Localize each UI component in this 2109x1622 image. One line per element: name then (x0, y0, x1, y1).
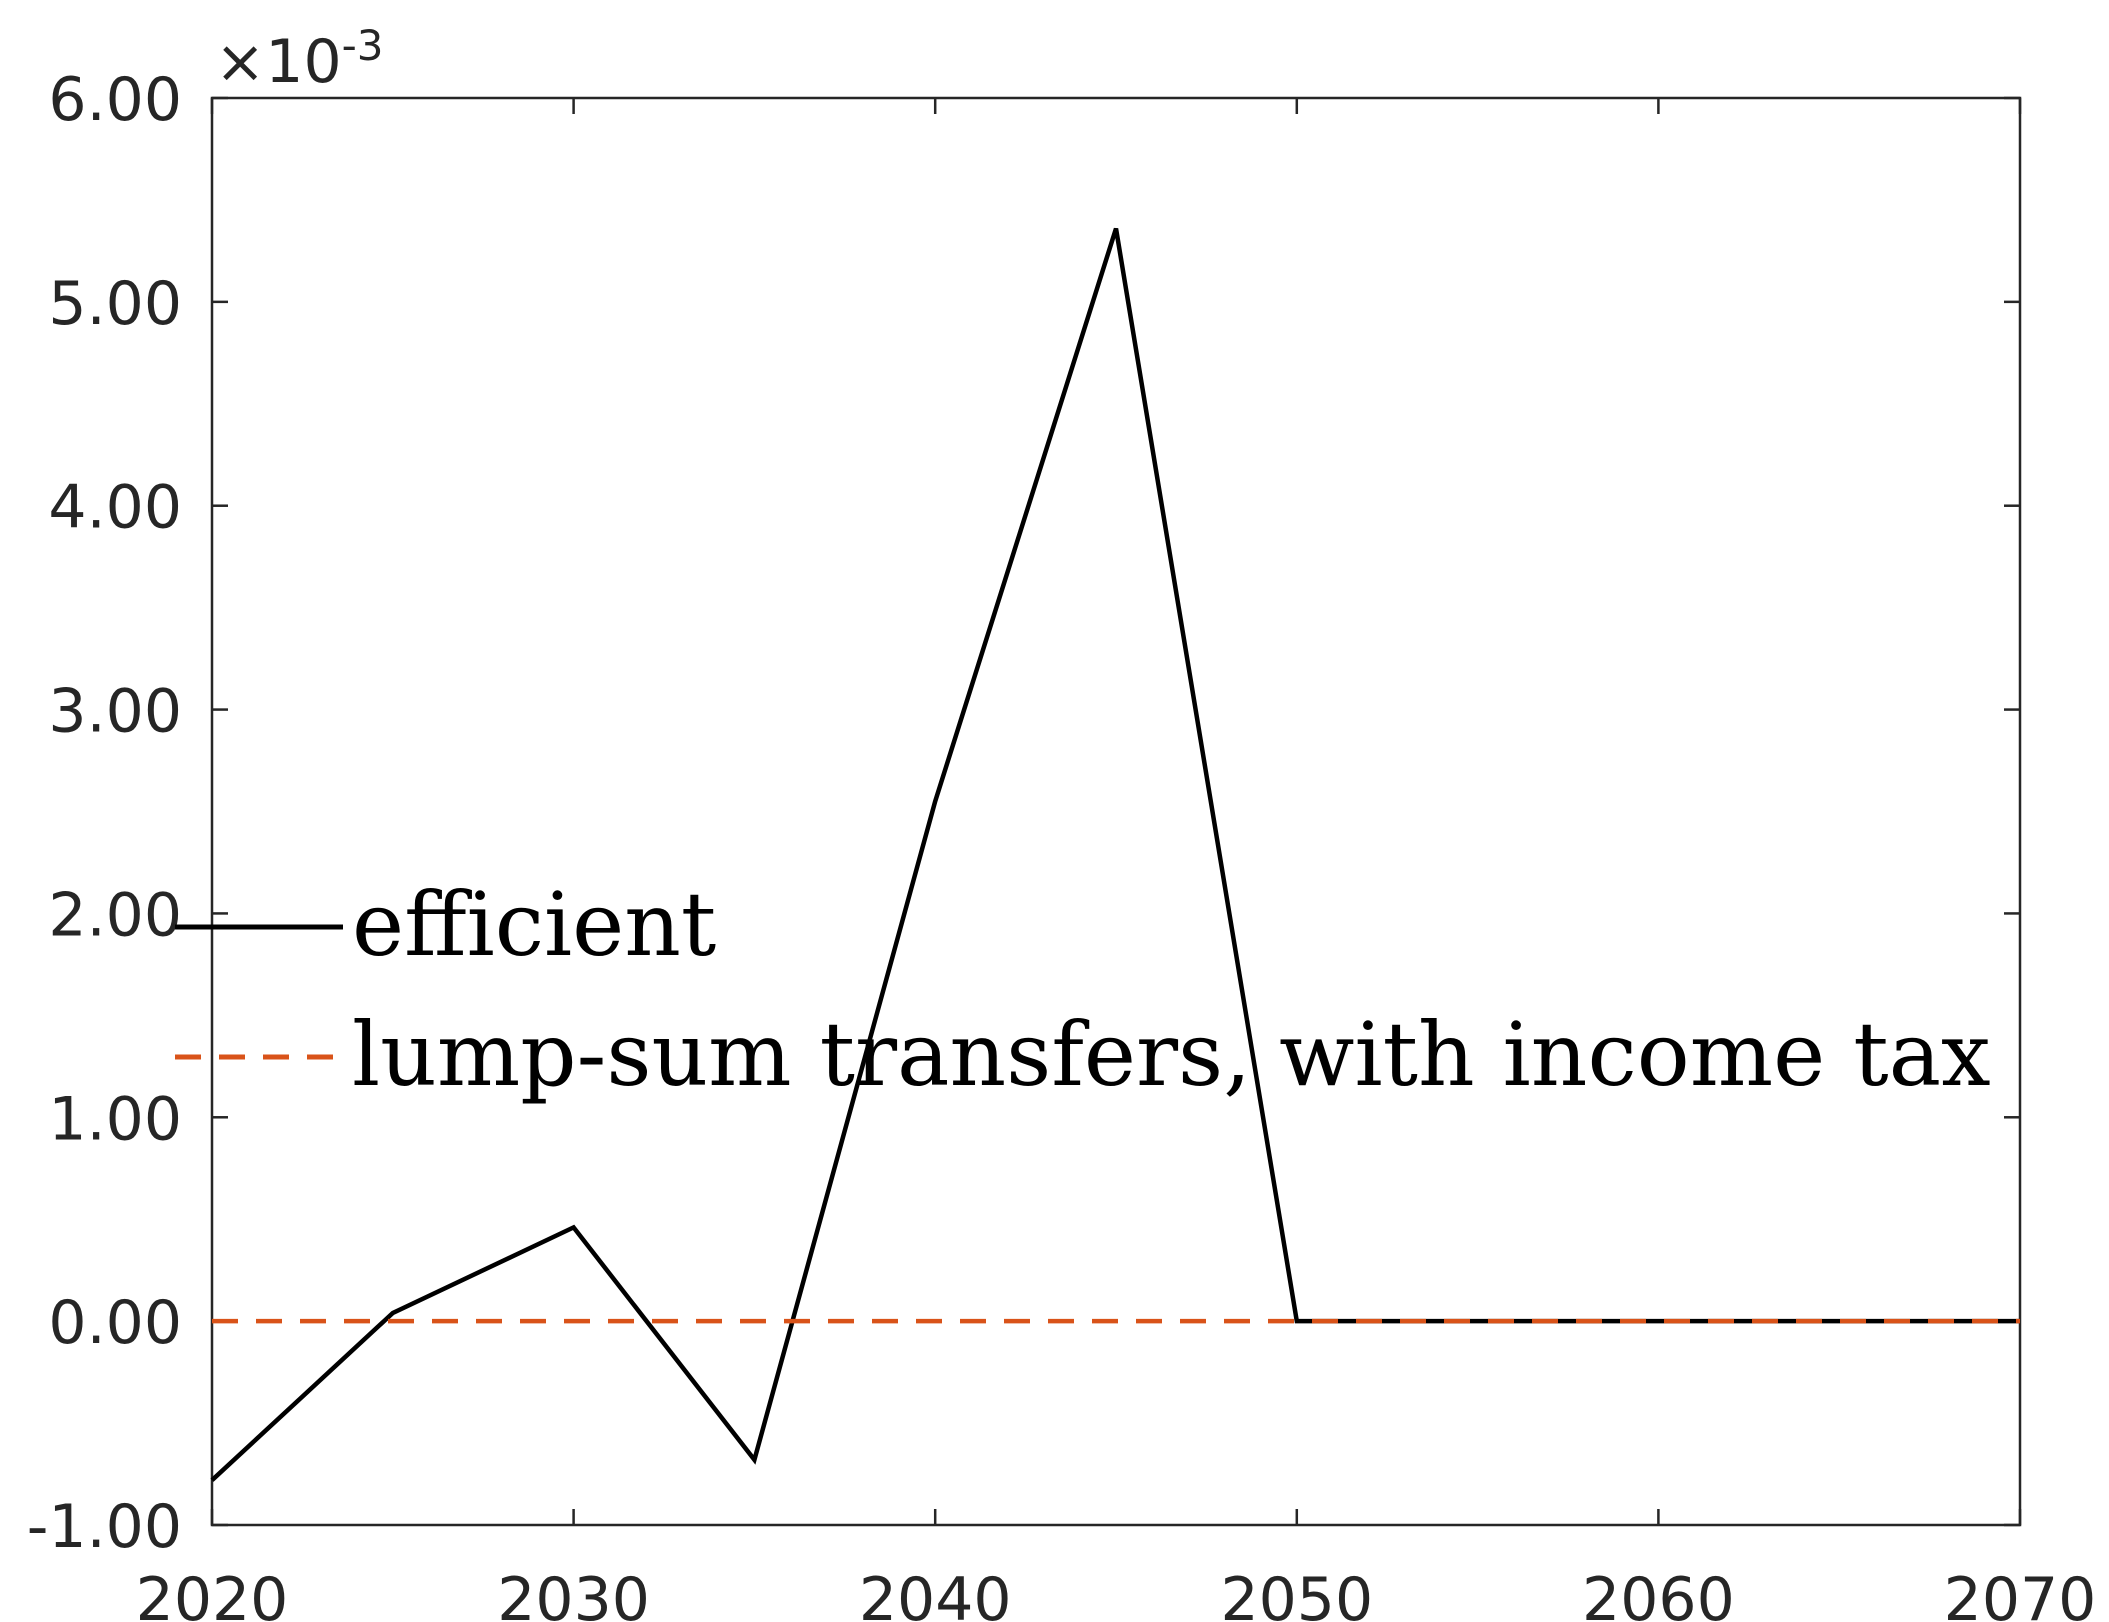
x-tick-label: 2070 (1944, 1565, 2097, 1622)
legend: efficient lump-sum transfers, with income… (175, 873, 1991, 1106)
plot-frame (210, 96, 2022, 1527)
y-tick-label: 3.00 (48, 677, 182, 747)
axes: 2020 2030 2040 2050 2060 2070 -1.00 0.00 1.00 2.0… (27, 65, 2097, 1622)
x-tick-label: 2050 (1220, 1565, 1373, 1622)
y-tick-label: 2.00 (48, 880, 182, 950)
x-tick-label: 2040 (859, 1565, 1012, 1622)
legend-label: lump-sum transfers, with income tax (352, 1003, 1991, 1106)
y-tick-label: -1.00 (27, 1492, 182, 1562)
y-exponent-label: ×10-3 (215, 21, 384, 97)
x-tick-label: 2060 (1582, 1565, 1735, 1622)
x-tick-label: 2020 (136, 1565, 289, 1622)
x-tick-label: 2030 (497, 1565, 650, 1622)
y-tick-label: 1.00 (48, 1084, 182, 1154)
legend-label: efficient (352, 873, 716, 976)
y-tick-label: 6.00 (48, 65, 182, 135)
y-tick-label: 0.00 (48, 1288, 182, 1358)
y-tick-label: 5.00 (48, 269, 182, 339)
series-line-efficient (210, 227, 2020, 1482)
y-tick-label: 4.00 (48, 473, 182, 543)
plot-series (210, 227, 2020, 1482)
